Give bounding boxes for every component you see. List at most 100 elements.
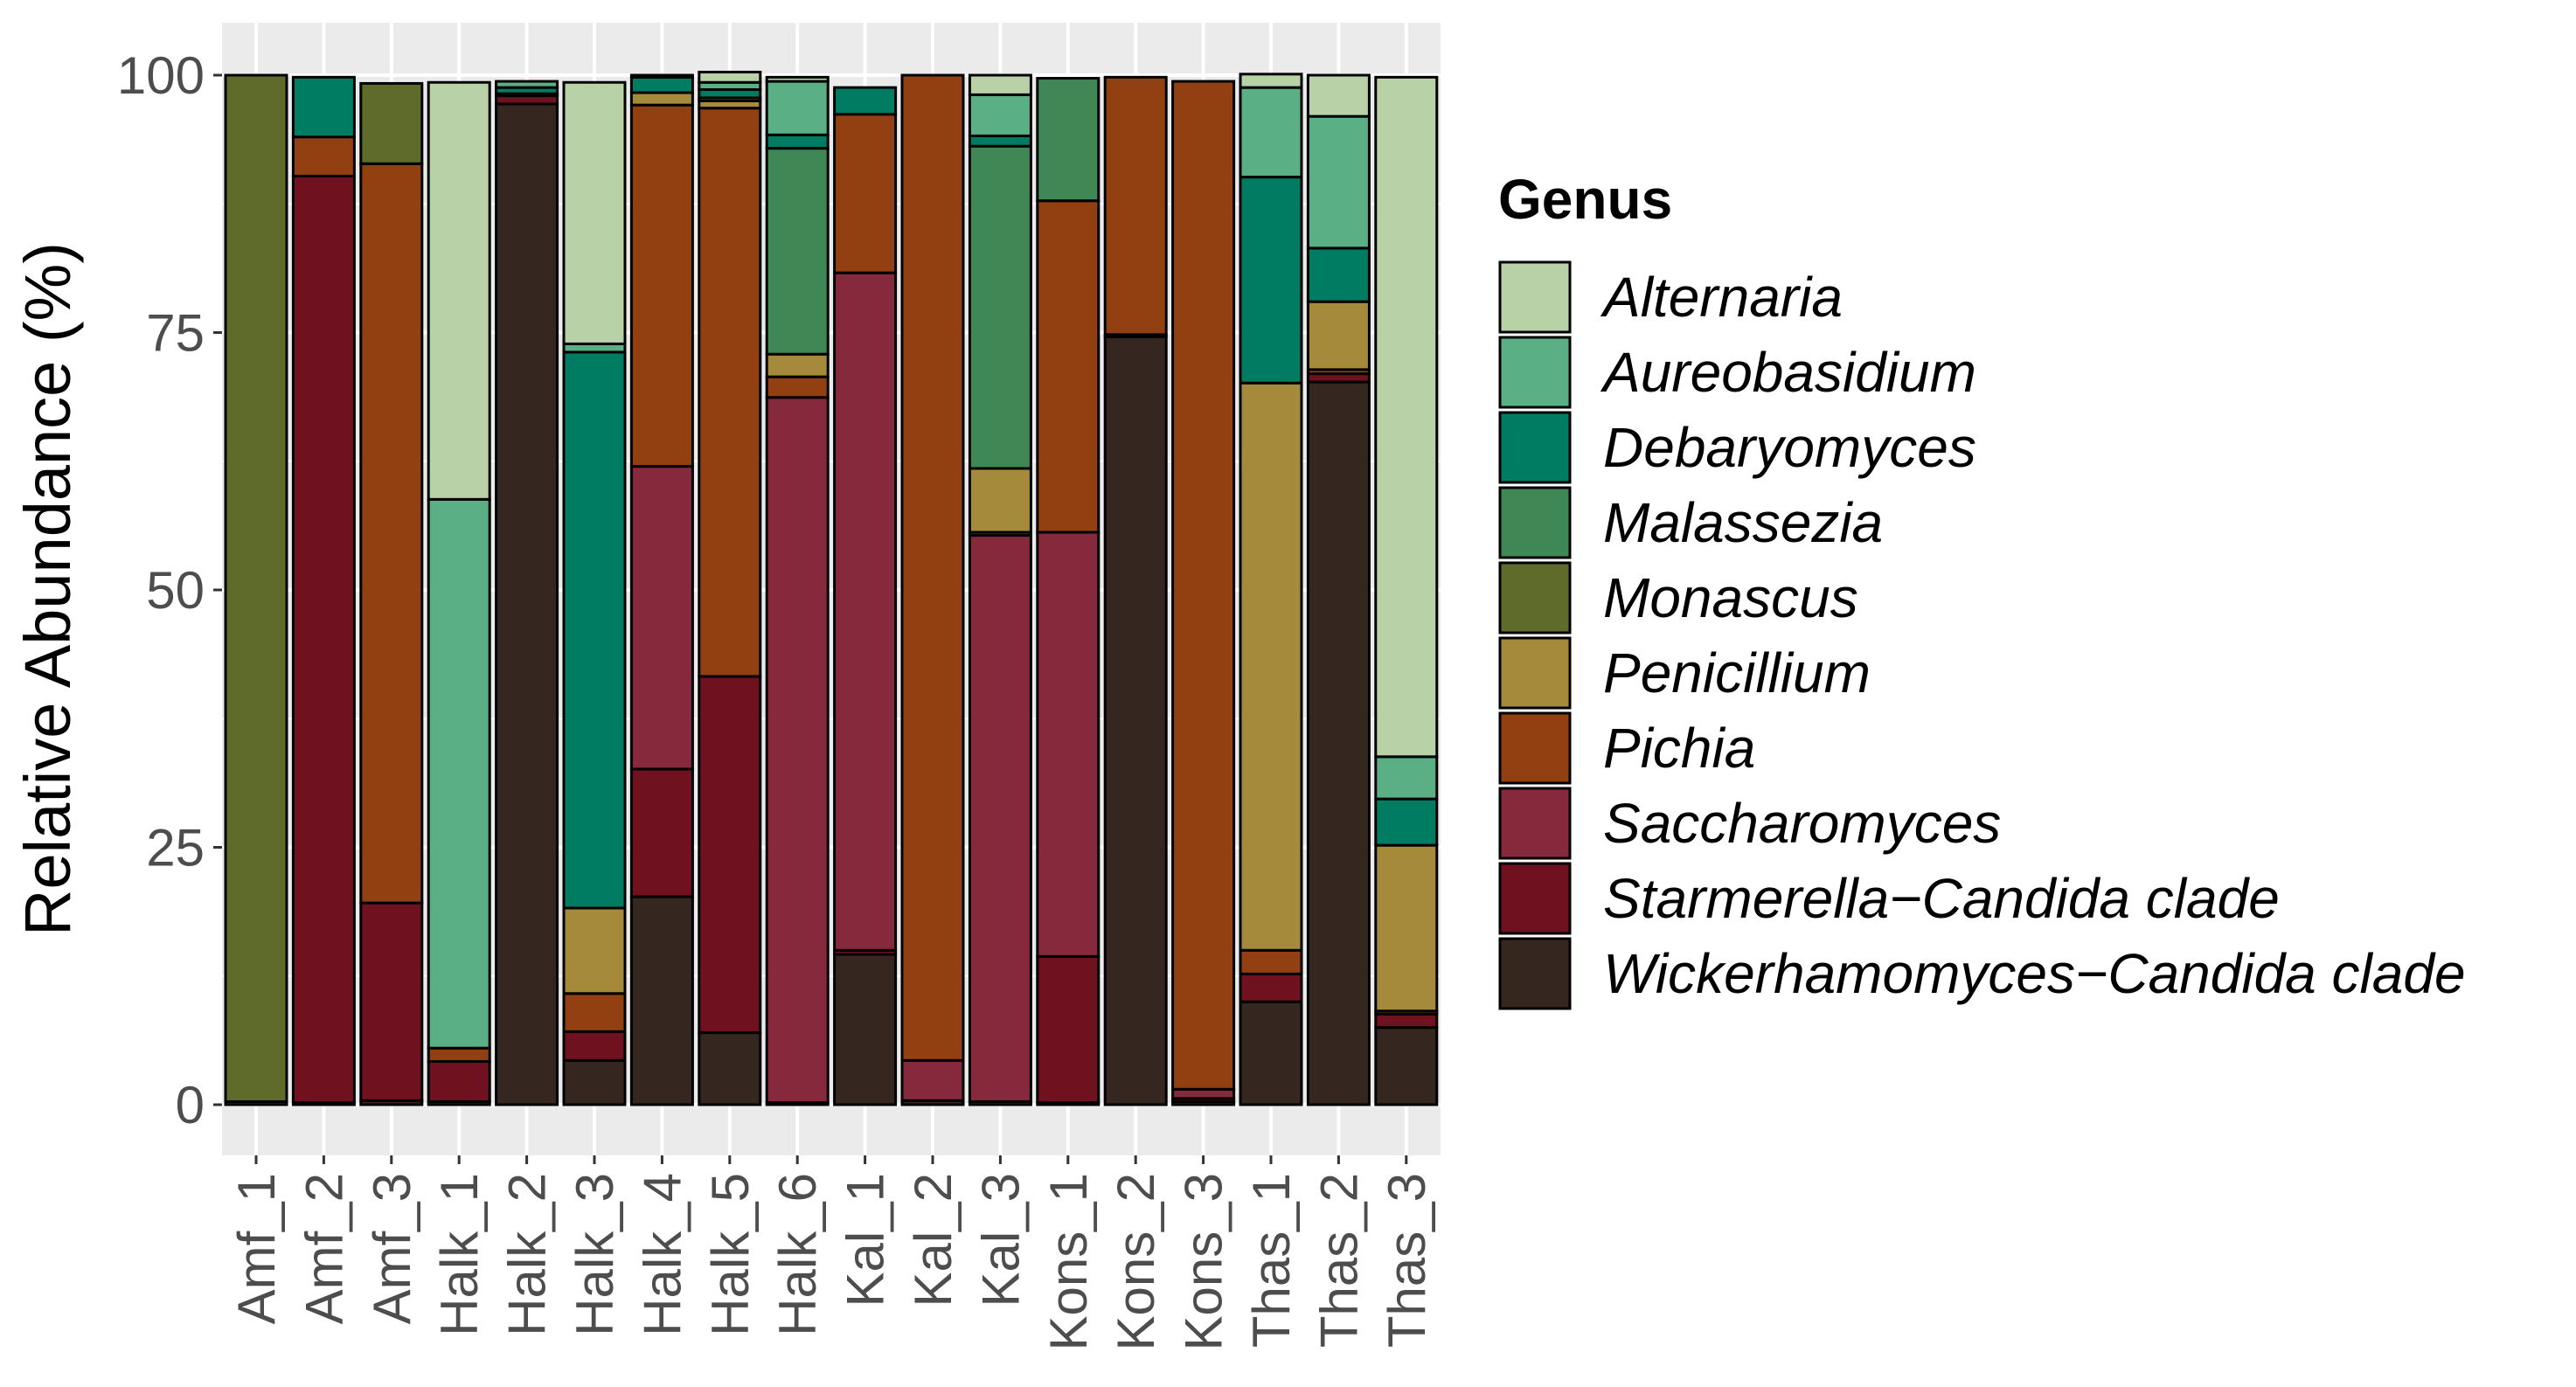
bar-segment bbox=[765, 147, 830, 356]
x-tick-label: Halk_6 bbox=[768, 1173, 827, 1336]
bar-segment bbox=[427, 1046, 491, 1064]
legend-label: Penicillium bbox=[1603, 641, 1871, 704]
bar-segment bbox=[562, 1030, 627, 1062]
bar-segment bbox=[291, 174, 356, 1105]
bar-segment bbox=[968, 135, 1032, 148]
x-tick-label: Kons_2 bbox=[1107, 1173, 1165, 1351]
legend-title: Genus bbox=[1498, 168, 1672, 231]
x-tick-label: Thas_1 bbox=[1242, 1173, 1301, 1348]
x-tick-label: Thas_3 bbox=[1378, 1173, 1436, 1348]
bar-segment bbox=[1239, 1000, 1303, 1106]
bar-segment bbox=[1239, 381, 1303, 952]
bar-segment bbox=[1306, 380, 1371, 1106]
bar-segment bbox=[1239, 972, 1303, 1003]
legend-label: Alternaria bbox=[1600, 266, 1843, 329]
bar-segment bbox=[629, 103, 694, 468]
bar-segment bbox=[359, 81, 424, 165]
bar-segment bbox=[1103, 75, 1168, 336]
bar-segment bbox=[629, 767, 694, 898]
y-axis: 0 25 50 75 100 bbox=[117, 46, 222, 1134]
legend-swatch bbox=[1498, 336, 1572, 409]
legend-swatch bbox=[1498, 486, 1572, 559]
bar-segment bbox=[562, 80, 627, 345]
bar-segment bbox=[833, 86, 898, 116]
bar-segment bbox=[765, 352, 830, 378]
bar-segment bbox=[900, 1058, 965, 1102]
bar-segment bbox=[291, 135, 356, 177]
bar-segment bbox=[765, 133, 830, 150]
bar-segment bbox=[1374, 843, 1439, 1013]
x-tick-label: Kons_1 bbox=[1039, 1173, 1098, 1351]
bar-segment bbox=[968, 144, 1032, 470]
bar-segment bbox=[1036, 199, 1101, 534]
bar-segment bbox=[427, 497, 491, 1050]
bar-segment bbox=[900, 73, 965, 1062]
bar-segment bbox=[495, 80, 559, 89]
bar-segment bbox=[833, 953, 898, 1106]
x-tick-label: Amf_2 bbox=[295, 1173, 353, 1324]
x-tick-label: Kal_2 bbox=[904, 1173, 962, 1307]
bar-segment bbox=[1036, 531, 1101, 958]
bar-segment bbox=[968, 93, 1032, 138]
bar-segment bbox=[833, 271, 898, 952]
bar-segment bbox=[1036, 954, 1101, 1105]
legend-swatch bbox=[1498, 937, 1572, 1010]
bar-segment bbox=[562, 350, 627, 910]
bar-segment bbox=[562, 992, 627, 1033]
legend-swatch bbox=[1498, 260, 1572, 334]
bar-segment bbox=[359, 901, 424, 1102]
bar-segment bbox=[1036, 77, 1101, 203]
legend: Genus Alternaria Aureobasidium Debaryomyce… bbox=[1498, 168, 2466, 1010]
bar-segment bbox=[968, 534, 1032, 1103]
bar-segment bbox=[1239, 176, 1303, 385]
bar-segment bbox=[1374, 755, 1439, 801]
x-tick-label: Amf_1 bbox=[227, 1173, 286, 1324]
bar-segment bbox=[1103, 335, 1168, 1106]
bars bbox=[224, 70, 1439, 1106]
legend-swatch bbox=[1498, 711, 1572, 785]
y-tick-label: 0 bbox=[176, 1076, 205, 1134]
bar-segment bbox=[629, 75, 694, 94]
x-tick-label: Halk_1 bbox=[430, 1173, 489, 1336]
bar-segment bbox=[224, 73, 288, 1103]
bar-segment bbox=[291, 75, 356, 139]
bar-segment bbox=[1306, 73, 1371, 118]
legend-label: Malassezia bbox=[1603, 491, 1883, 554]
bar-segment bbox=[1306, 114, 1371, 250]
legend-swatch bbox=[1498, 636, 1572, 710]
bar-segment bbox=[765, 396, 830, 1105]
legend-label: Starmerella−Candida clade bbox=[1603, 867, 2280, 930]
bar-segment bbox=[698, 70, 762, 84]
bar-segment bbox=[1374, 797, 1439, 847]
x-tick-label: Amf_3 bbox=[363, 1173, 421, 1324]
bar-segment bbox=[1374, 1026, 1439, 1106]
y-axis-title: Relative Abundance (%) bbox=[11, 242, 84, 936]
bar-segment bbox=[1374, 75, 1439, 759]
legend-label: Pichia bbox=[1603, 717, 1755, 780]
x-tick-label: Thas_2 bbox=[1309, 1173, 1368, 1348]
x-tick-label: Halk_4 bbox=[633, 1173, 691, 1336]
legend-label: Wickerhamomyces−Candida clade bbox=[1603, 942, 2466, 1005]
x-tick-label: Kons_3 bbox=[1175, 1173, 1233, 1351]
bar-segment bbox=[629, 465, 694, 771]
bar-segment bbox=[1171, 1087, 1236, 1100]
bar-segment bbox=[1239, 86, 1303, 179]
legend-label: Aureobasidium bbox=[1600, 341, 1976, 404]
legend-label: Debaryomyces bbox=[1603, 416, 1976, 479]
bar-segment bbox=[1239, 948, 1303, 975]
legend-label: Saccharomyces bbox=[1603, 792, 2001, 855]
x-tick-label: Halk_2 bbox=[498, 1173, 557, 1336]
legend-swatch bbox=[1498, 561, 1572, 635]
bar-segment bbox=[1171, 80, 1236, 1091]
bar-segment bbox=[698, 107, 762, 678]
bar-segment bbox=[1306, 246, 1371, 303]
x-tick-label: Kal_1 bbox=[837, 1173, 895, 1307]
bar-segment bbox=[1239, 73, 1303, 89]
bar-segment bbox=[968, 467, 1032, 534]
legend-swatch bbox=[1498, 787, 1572, 860]
bar-segment bbox=[495, 102, 559, 1106]
bar-segment bbox=[765, 80, 830, 136]
bar-segment bbox=[765, 375, 830, 399]
x-tick-label: Kal_3 bbox=[971, 1173, 1030, 1307]
